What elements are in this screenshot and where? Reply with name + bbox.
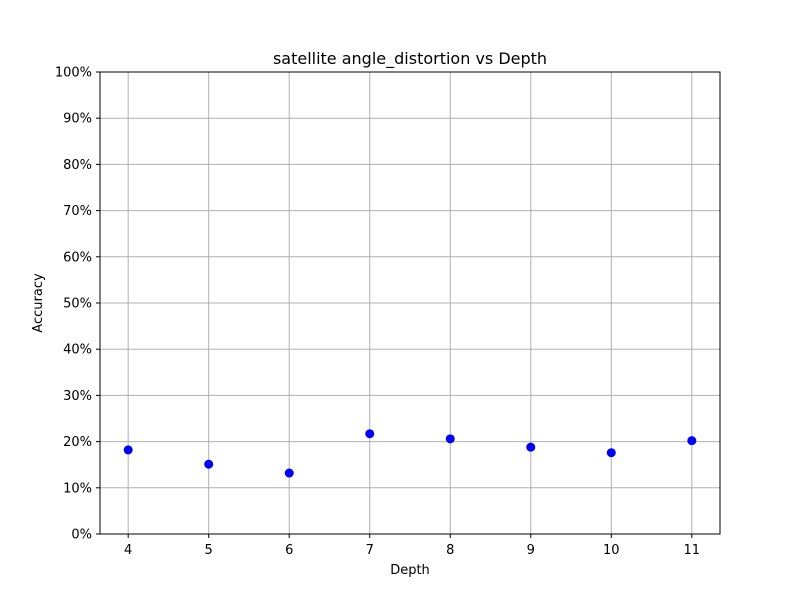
x-tick-label: 8 bbox=[446, 543, 454, 558]
y-tick-label: 60% bbox=[63, 250, 92, 265]
scatter-point bbox=[284, 468, 294, 478]
scatter-point bbox=[365, 429, 375, 439]
scatter-point bbox=[445, 434, 455, 444]
y-tick-label: 80% bbox=[63, 158, 92, 173]
y-tick-label: 30% bbox=[63, 389, 92, 404]
y-tick-label: 90% bbox=[63, 112, 92, 127]
scatter-point bbox=[687, 436, 697, 446]
y-tick-label: 10% bbox=[63, 481, 92, 496]
y-axis-label: Accuracy bbox=[31, 273, 46, 333]
axis-ticks: 4 5 6 7 8 9 10 11 0% 10% 20% 30% 40% 50% 60% 70% 80% 90% 1… bbox=[55, 66, 700, 559]
y-tick-label: 0% bbox=[71, 528, 92, 543]
scatter-point bbox=[526, 442, 536, 452]
scatter-point bbox=[123, 445, 133, 455]
x-tick-label: 10 bbox=[603, 543, 620, 558]
x-axis-label: Depth bbox=[390, 563, 430, 578]
x-tick-label: 9 bbox=[527, 543, 535, 558]
x-tick-label: 5 bbox=[205, 543, 213, 558]
scatter-point bbox=[606, 448, 616, 458]
grid bbox=[100, 71, 720, 535]
y-tick-label: 100% bbox=[55, 66, 92, 81]
x-tick-label: 4 bbox=[124, 543, 132, 558]
y-tick-label: 20% bbox=[63, 435, 92, 450]
scatter-point bbox=[204, 459, 214, 469]
x-tick-label: 7 bbox=[366, 543, 374, 558]
y-tick-label: 50% bbox=[63, 297, 92, 312]
y-tick-label: 40% bbox=[63, 343, 92, 358]
plot-frame bbox=[99, 71, 721, 535]
data-points bbox=[123, 429, 697, 478]
x-tick-label: 6 bbox=[285, 543, 293, 558]
x-tick-label: 11 bbox=[684, 543, 701, 558]
y-tick-label: 70% bbox=[63, 204, 92, 219]
chart-title: satellite angle_distortion vs Depth bbox=[273, 49, 547, 69]
